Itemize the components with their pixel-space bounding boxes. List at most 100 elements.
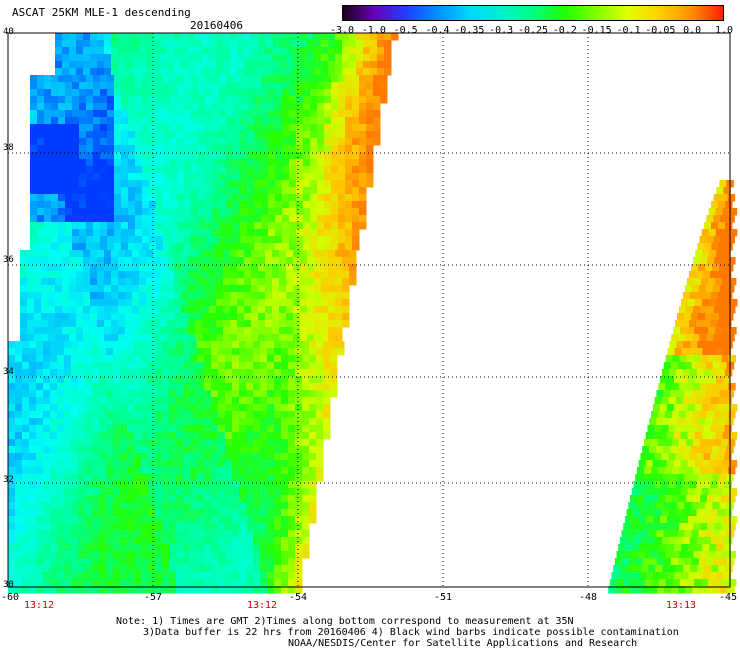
swath-cell (114, 201, 122, 209)
swath-cell (50, 355, 58, 363)
swath-cell (30, 82, 38, 90)
swath-cell (668, 509, 677, 517)
swath-cell (699, 586, 707, 594)
swath-cell (34, 292, 42, 300)
swath-cell (141, 390, 149, 398)
swath-cell (673, 432, 682, 440)
swath-cell (302, 502, 310, 510)
swath-cell (665, 523, 673, 531)
swath-cell (728, 278, 737, 286)
swath-cell (202, 54, 210, 62)
swath-cell (58, 152, 66, 160)
swath-cell (204, 397, 212, 405)
swath-cell (703, 320, 711, 328)
swath-cell (92, 474, 100, 482)
swath-cell (328, 306, 336, 314)
swath-cell (237, 278, 245, 286)
swath-cell (690, 341, 698, 349)
swath-cell (30, 159, 38, 167)
swath-cell (79, 201, 87, 209)
swath-cell (127, 558, 135, 566)
swath-cell (86, 145, 94, 153)
swath-cell (118, 68, 126, 76)
swath-cell (197, 488, 205, 496)
swath-cell (281, 404, 289, 412)
swath-cell (246, 551, 254, 559)
swath-cell (30, 208, 38, 216)
swath-cell (97, 33, 105, 41)
swath-cell (317, 180, 325, 188)
swath-cell (692, 439, 701, 447)
swath-cell (359, 103, 367, 111)
swath-cell (65, 215, 73, 223)
swath-cell (247, 187, 255, 195)
swath-cell (22, 369, 30, 377)
swath-cell (309, 453, 317, 461)
swath-cell (246, 523, 254, 531)
swath-cell (345, 75, 353, 83)
swath-cell (377, 47, 385, 55)
swath-cell (120, 474, 128, 482)
swath-cell (349, 264, 357, 272)
swath-cell (37, 96, 45, 104)
swath-cell (50, 572, 58, 580)
swath-cell (8, 404, 16, 412)
swath-cell (721, 411, 729, 419)
swath-cell (267, 411, 275, 419)
swath-cell (254, 152, 262, 160)
swath-cell (104, 334, 112, 342)
swath-cell (141, 348, 149, 356)
swath-cell (225, 551, 233, 559)
swath-cell (300, 278, 308, 286)
swath-cell (71, 558, 79, 566)
swath-cell (219, 75, 227, 83)
swath-cell (85, 348, 93, 356)
swath-cell (127, 383, 135, 391)
swath-cell (78, 481, 86, 489)
swath-cell (29, 383, 37, 391)
swath-cell (162, 383, 170, 391)
swath-cell (107, 194, 115, 202)
swath-cell (714, 278, 723, 286)
lon-label-minus60: -60 (0, 592, 20, 603)
swath-cell (55, 68, 63, 76)
swath-cell (106, 376, 114, 384)
swath-cell (170, 222, 178, 230)
swath-cell (681, 544, 689, 552)
swath-cell (8, 530, 16, 538)
swath-cell (230, 313, 238, 321)
swath-cell (232, 411, 240, 419)
swath-cell (198, 236, 206, 244)
swath-cell (267, 397, 275, 405)
swath-cell (106, 467, 114, 475)
swath-cell (663, 558, 672, 566)
swath-cell (118, 54, 126, 62)
swath-cell (204, 355, 212, 363)
swath-cell (64, 425, 72, 433)
swath-cell (183, 481, 191, 489)
swath-cell (288, 502, 296, 510)
swath-cell (99, 369, 107, 377)
swath-cell (125, 33, 133, 41)
swath-cell (685, 467, 694, 475)
swath-cell (100, 201, 108, 209)
swath-cell (246, 579, 254, 587)
swath-cell (64, 474, 72, 482)
swath-cell (162, 418, 170, 426)
swath-cell (247, 229, 255, 237)
swath-cell (197, 411, 205, 419)
swath-cell (44, 194, 52, 202)
swath-cell (204, 418, 212, 426)
swath-cell (44, 215, 52, 223)
swath-cell (114, 229, 122, 237)
swath-cell (92, 341, 100, 349)
swath-cell (8, 558, 16, 566)
swath-cell (51, 187, 59, 195)
swath-cell (176, 348, 184, 356)
swath-cell (176, 481, 184, 489)
swath-cell (169, 467, 177, 475)
swath-cell (695, 544, 703, 552)
swath-cell (114, 82, 122, 90)
swath-cell (8, 502, 16, 510)
swath-cell (190, 523, 198, 531)
